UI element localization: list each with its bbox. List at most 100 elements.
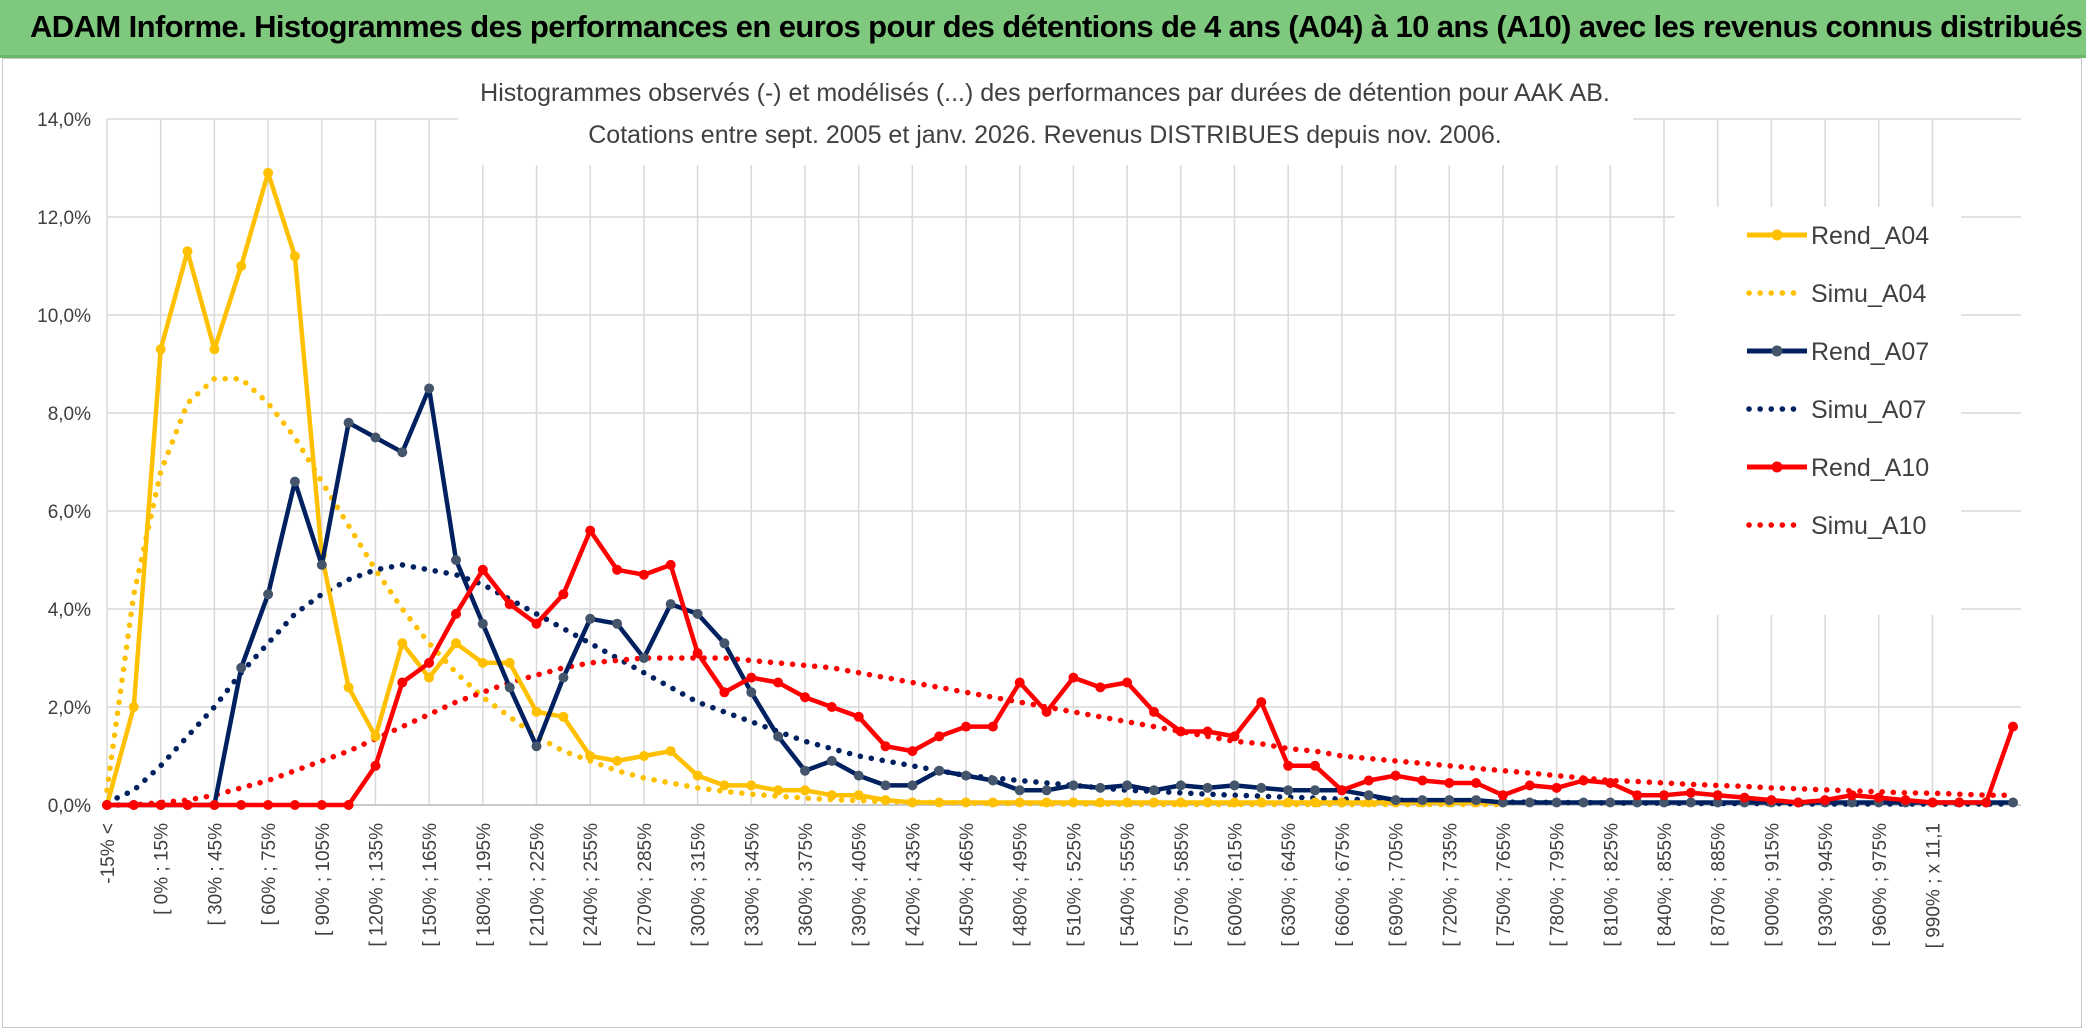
data-point: [1149, 797, 1159, 808]
data-point: [638, 569, 649, 580]
data-point: [1310, 760, 1320, 771]
x-axis-ticks: -15% < [ 0% ; 15% [ 30% ; 45% [ 60% ; 75% [ …: [98, 823, 1944, 948]
header-title: ADAM Informe. Histogrammes des performan…: [30, 9, 2083, 44]
x-tick-label: [ 690% ; 705%: [1387, 823, 1408, 947]
data-point: [1659, 790, 1669, 801]
legend-label: Rend_A07: [1811, 338, 1929, 366]
title-background: [458, 61, 1633, 165]
data-point: [1846, 790, 1857, 801]
data-point: [1041, 785, 1052, 796]
x-tick-label: [ 360% ; 375%: [796, 823, 817, 947]
data-point: [477, 618, 488, 629]
data-point: [987, 797, 998, 808]
data-point: [1981, 797, 1992, 808]
data-point: [477, 657, 488, 668]
data-point: [1390, 770, 1401, 781]
data-point: [1820, 795, 1831, 806]
data-point: [1256, 782, 1267, 793]
x-tick-label: [ 540% ; 555%: [1118, 823, 1139, 947]
data-point: [1122, 797, 1133, 808]
data-point: [289, 800, 300, 810]
data-point: [263, 589, 274, 600]
legend-item-rend_a07: Rend_A07: [1747, 338, 1929, 366]
y-tick-label: 0,0%: [48, 796, 91, 817]
legend-label: Simu_A07: [1811, 396, 1926, 424]
data-point: [1846, 797, 1857, 808]
y-tick-label: 8,0%: [48, 404, 91, 425]
y-axis-ticks: 0,0% 2,0% 4,0% 6,0% 8,0% 10,0% 12,0% 14,0%: [37, 110, 91, 817]
data-point: [1336, 785, 1347, 796]
x-tick-label: [ 510% ; 525%: [1064, 823, 1085, 947]
data-point: [1524, 780, 1535, 791]
data-point: [1873, 792, 1884, 803]
data-point: [1605, 778, 1616, 788]
data-point: [638, 653, 649, 663]
data-point: [961, 797, 971, 808]
x-tick-label: [ 930% ; 945%: [1816, 823, 1837, 947]
data-point: [1229, 731, 1240, 742]
data-point: [1497, 790, 1508, 801]
data-point: [719, 638, 730, 649]
data-point: [1739, 792, 1750, 803]
data-point: [397, 447, 408, 458]
data-point: [880, 741, 891, 752]
data-point: [773, 731, 784, 742]
data-point: [1229, 797, 1240, 808]
data-point: [451, 555, 461, 565]
data-point: [558, 589, 569, 600]
data-point: [585, 751, 596, 761]
x-tick-label: [ 90% ; 105%: [313, 823, 334, 936]
data-point: [263, 800, 274, 810]
data-point: [719, 780, 730, 791]
chart-frame: 0,0% 2,0% 4,0% 6,0% 8,0% 10,0% 12,0% 14,0% -15%…: [2, 58, 2082, 1028]
legend-background: [1675, 207, 1961, 615]
data-point: [585, 613, 596, 624]
data-point: [182, 800, 193, 810]
x-tick-label: [ 30% ; 45%: [205, 823, 226, 926]
chart-title-line2: Cotations entre sept. 2005 et janv. 2026…: [588, 121, 1502, 149]
data-point: [1256, 797, 1267, 808]
data-point: [1149, 785, 1159, 796]
data-point: [1229, 780, 1240, 791]
data-point: [1900, 795, 1911, 806]
x-tick-label: -15% <: [98, 823, 119, 884]
data-point: [209, 344, 220, 355]
data-point: [665, 599, 676, 610]
data-point: [1524, 797, 1535, 808]
data-point: [1605, 797, 1616, 808]
data-point: [1444, 778, 1455, 788]
data-point: [1122, 780, 1133, 791]
legend-label: Rend_A10: [1811, 454, 1929, 482]
data-point: [1310, 797, 1320, 808]
data-point: [1310, 785, 1320, 796]
data-point: [1014, 677, 1025, 688]
data-point: [558, 711, 569, 722]
data-point: [424, 672, 435, 683]
data-point: [1390, 795, 1401, 806]
data-point: [1363, 775, 1374, 786]
x-tick-label: [ 750% ; 765%: [1494, 823, 1515, 947]
data-point: [1363, 790, 1374, 801]
data-point: [1659, 797, 1669, 808]
y-tick-label: 12,0%: [37, 208, 91, 229]
chart-gridlines: [106, 118, 2021, 806]
data-point: [531, 741, 542, 752]
data-point: [692, 648, 703, 659]
legend-marker: [1771, 345, 1783, 357]
data-point: [692, 608, 703, 619]
data-point: [961, 721, 971, 732]
data-point: [1068, 780, 1079, 791]
x-tick-label: [ 480% ; 495%: [1011, 823, 1032, 947]
data-point: [1712, 797, 1723, 808]
data-point: [1471, 778, 1482, 788]
data-point: [236, 800, 247, 810]
series-line-simu_a10: [104, 655, 2016, 808]
data-point: [585, 525, 596, 536]
series-simu_a07: [104, 562, 2016, 807]
data-point: [1041, 706, 1052, 717]
data-point: [746, 780, 757, 791]
data-point: [1095, 682, 1106, 693]
x-tick-label: [ 570% ; 585%: [1172, 823, 1193, 947]
data-point: [1202, 797, 1213, 808]
x-tick-label: [ 270% ; 285%: [635, 823, 656, 947]
